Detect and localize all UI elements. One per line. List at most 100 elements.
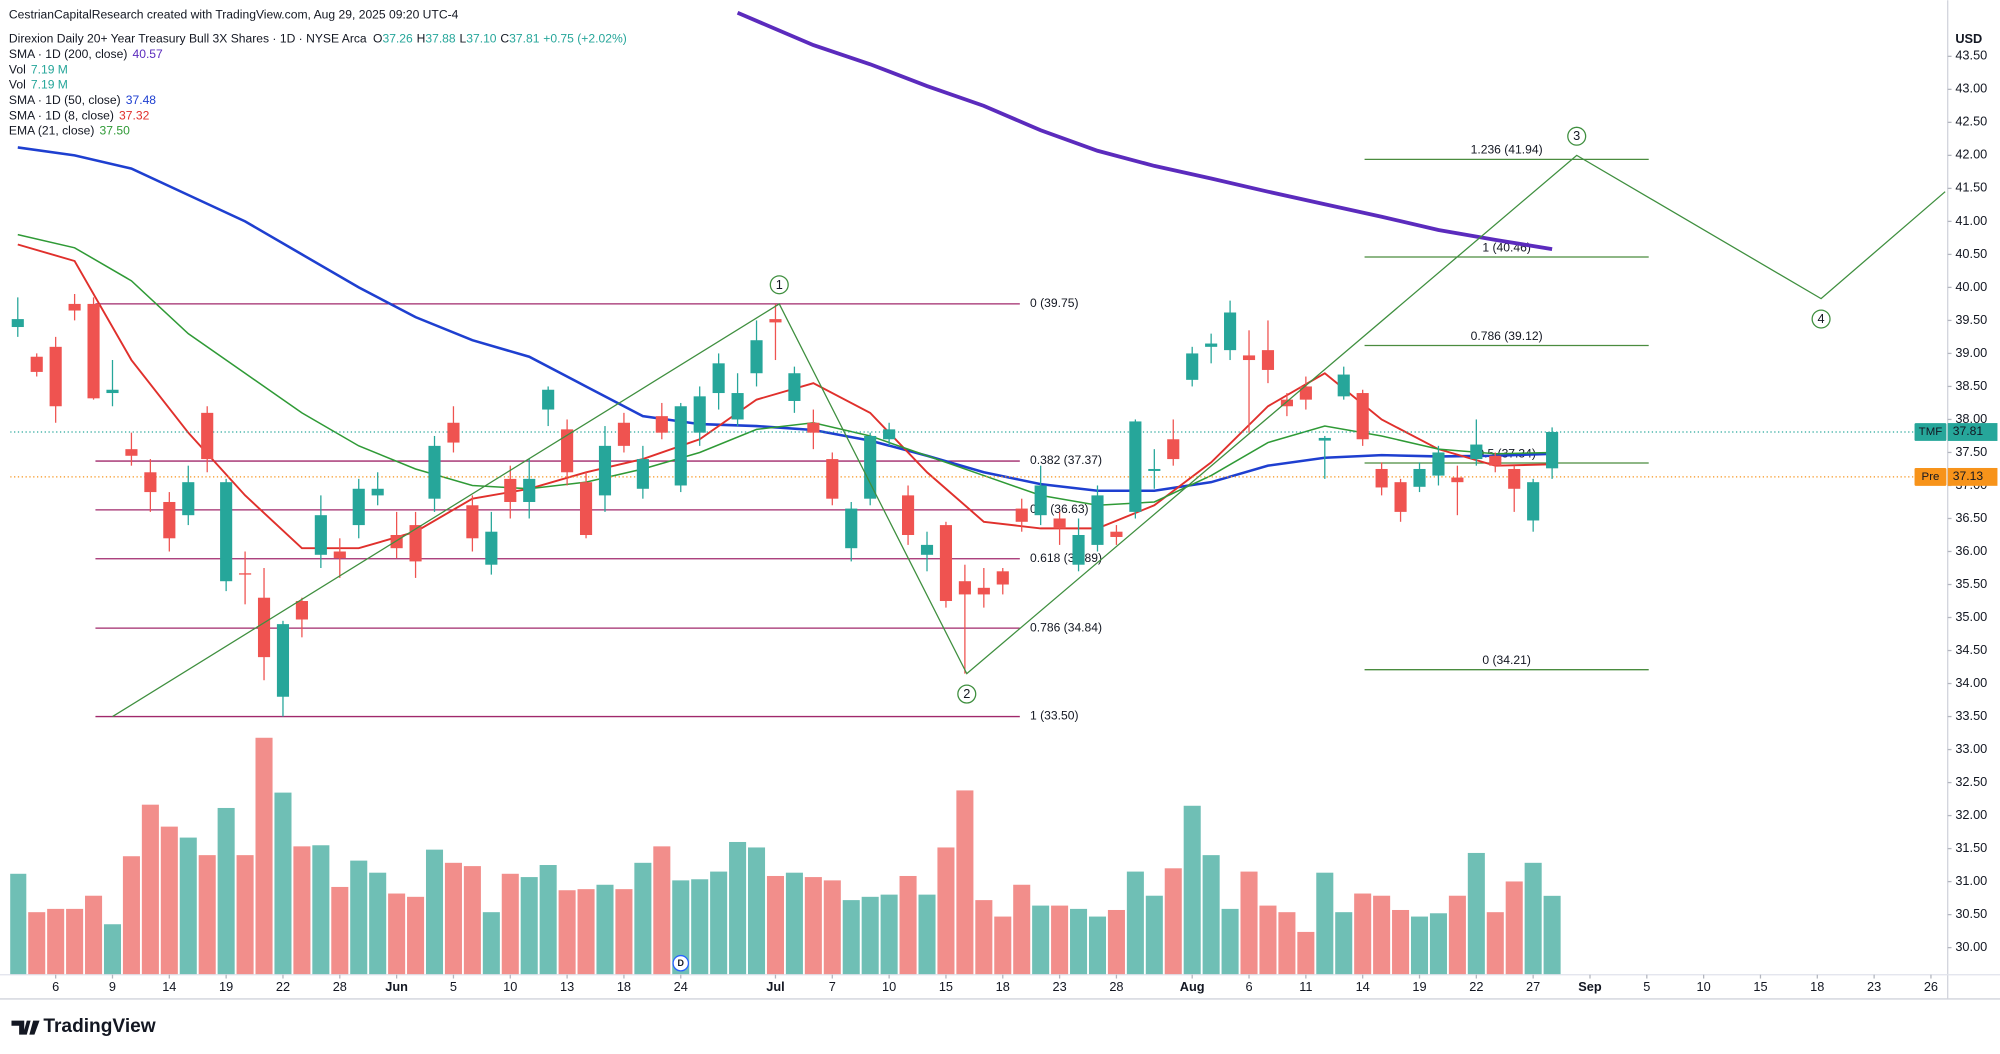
volume-bar	[823, 880, 841, 975]
x-tick-label: 22	[276, 979, 290, 994]
volume-bar	[1032, 905, 1050, 975]
moving-average-line	[17, 243, 1553, 550]
candle-body	[883, 429, 896, 440]
x-tick-label: Sep	[1578, 979, 1602, 994]
candle-body	[163, 501, 176, 539]
volume-bar	[729, 841, 747, 975]
candle-body	[996, 571, 1009, 585]
volume-bar	[861, 896, 879, 975]
indicator-legend: SMA · 1D (50, close) 37.48	[9, 93, 156, 107]
y-tick-label: 38.00	[1955, 411, 1987, 426]
volume-bar	[1543, 895, 1561, 975]
fib-label: 1 (33.50)	[1030, 709, 1078, 723]
volume-bar	[1316, 872, 1334, 975]
candle-body	[1470, 444, 1483, 460]
volume-bar	[1524, 862, 1542, 975]
candle-body	[1413, 468, 1426, 487]
candle-body	[617, 422, 630, 446]
candle-body	[977, 587, 990, 595]
volume-bar	[1448, 895, 1466, 975]
y-tick-label: 35.00	[1955, 609, 1987, 624]
volume-bar	[1051, 905, 1069, 975]
volume-bar	[1392, 909, 1410, 975]
candle-body	[561, 429, 574, 473]
candle-body	[1224, 312, 1237, 351]
candle-body	[276, 624, 290, 697]
x-tick-label: 24	[674, 979, 688, 994]
x-tick-label: 19	[219, 979, 233, 994]
x-tick-label: Jul	[766, 979, 784, 994]
y-tick-label: 30.50	[1955, 906, 1987, 921]
fib-label: 0.786 (39.12)	[1471, 329, 1543, 343]
y-tick-label: 43.00	[1955, 81, 1987, 96]
y-tick-label: 36.00	[1955, 543, 1987, 558]
ohlc-value: 37.88	[425, 32, 456, 46]
x-tick-label: 10	[1697, 979, 1711, 994]
x-tick-label: 10	[882, 979, 896, 994]
candle-body	[1489, 455, 1502, 466]
candle-body	[598, 445, 612, 496]
y-tick-label: 34.00	[1955, 675, 1987, 690]
volume-bar	[804, 877, 822, 975]
indicator-name: Vol	[9, 78, 26, 92]
x-tick-label: 5	[450, 979, 457, 994]
volume-bar	[1126, 871, 1144, 975]
candle-body	[693, 396, 706, 433]
volume-bar	[672, 880, 690, 975]
candle-body	[428, 445, 441, 499]
candle-body	[466, 505, 479, 539]
volume-bar	[501, 873, 519, 975]
volume-bar	[785, 872, 803, 975]
volume-bar	[1410, 916, 1429, 975]
moving-average-line	[736, 10, 1553, 252]
volume-bar	[312, 845, 330, 975]
candle-body	[769, 319, 782, 323]
wave-label-circle	[1811, 309, 1831, 329]
candle-body	[523, 478, 536, 502]
y-tick-label: 30.00	[1955, 939, 1987, 954]
candle-body	[1375, 468, 1388, 488]
price-tag-name-box	[1914, 467, 1947, 486]
candle-body	[1356, 393, 1369, 440]
x-tick-label: 26	[1924, 979, 1938, 994]
volume-bar	[1070, 908, 1088, 975]
volume-bar	[710, 871, 728, 975]
volume-bar	[1467, 852, 1485, 975]
candle-body	[1432, 452, 1445, 476]
volume-bar	[748, 847, 766, 975]
volume-bar	[596, 884, 614, 975]
ohlc-label: H	[417, 32, 426, 46]
candle-body	[750, 340, 763, 374]
volume-bar	[47, 908, 65, 975]
volume-bar	[66, 908, 84, 975]
moving-average-line	[17, 146, 1553, 493]
event-marker	[672, 954, 690, 972]
volume-bar	[899, 875, 917, 975]
x-tick-label: 6	[52, 979, 59, 994]
x-tick-label: 11	[1299, 979, 1312, 994]
y-tick-label: 40.00	[1955, 279, 1987, 294]
volume-bar	[558, 890, 576, 975]
candle-body	[485, 531, 498, 565]
candle-body	[1337, 374, 1350, 397]
candle-body	[1546, 432, 1559, 469]
volume-bar	[1486, 912, 1504, 975]
candle-body	[920, 544, 934, 555]
volume-bar	[217, 807, 235, 975]
candle-body	[1167, 439, 1180, 460]
candle-body	[106, 389, 119, 394]
price-tag-box	[1947, 423, 1998, 441]
candle-body	[87, 303, 100, 399]
y-tick-label: 42.00	[1955, 147, 1987, 162]
ohlc-value: 37.26	[382, 32, 413, 46]
candle-body	[1015, 508, 1028, 522]
volume-bar	[634, 862, 652, 975]
volume-bar	[1183, 805, 1201, 975]
x-tick-label: Aug	[1180, 979, 1205, 994]
candle-body	[542, 389, 555, 410]
y-tick-label: 39.50	[1955, 312, 1987, 327]
candle-body	[579, 482, 593, 535]
price-tag-name: Pre	[1922, 471, 1940, 483]
candle-body	[1508, 468, 1521, 489]
candle-body	[864, 435, 877, 499]
